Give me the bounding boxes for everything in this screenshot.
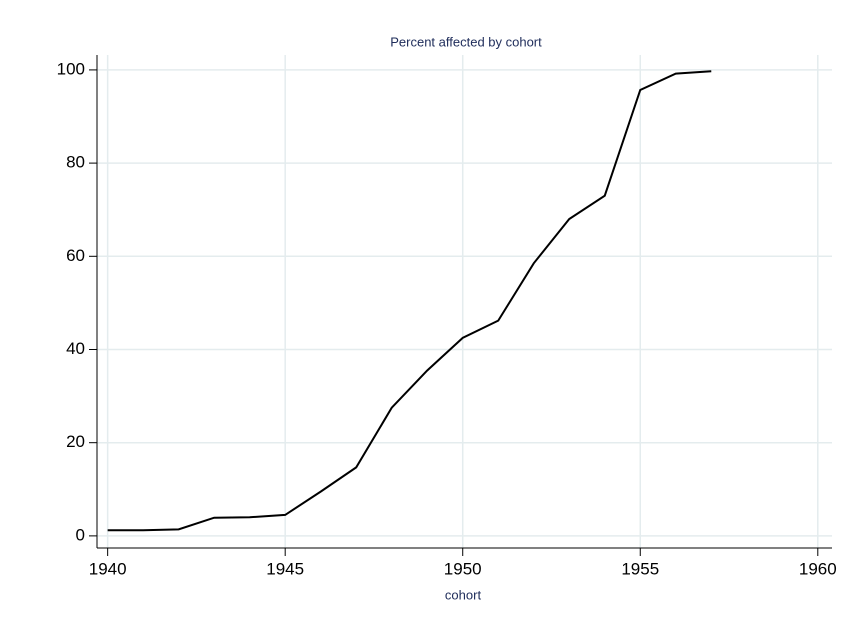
y-tick-label: 0: [76, 525, 85, 544]
y-tick-label: 80: [66, 153, 85, 172]
chart-title: Percent affected by cohort: [390, 34, 542, 49]
y-tick-label: 100: [57, 59, 85, 78]
line: [107, 70, 712, 532]
x-tick-label: 1955: [621, 559, 659, 578]
x-tick-label: 1950: [444, 559, 482, 578]
x-axis-label: cohort: [445, 587, 482, 602]
x-tick-label: 1960: [799, 559, 837, 578]
y-tick-label: 60: [66, 246, 85, 265]
x-tick-label: 1940: [89, 559, 127, 578]
y-tick-label: 40: [66, 339, 85, 358]
x-tick-label: 1945: [266, 559, 304, 578]
y-tick-label: 20: [66, 432, 85, 451]
